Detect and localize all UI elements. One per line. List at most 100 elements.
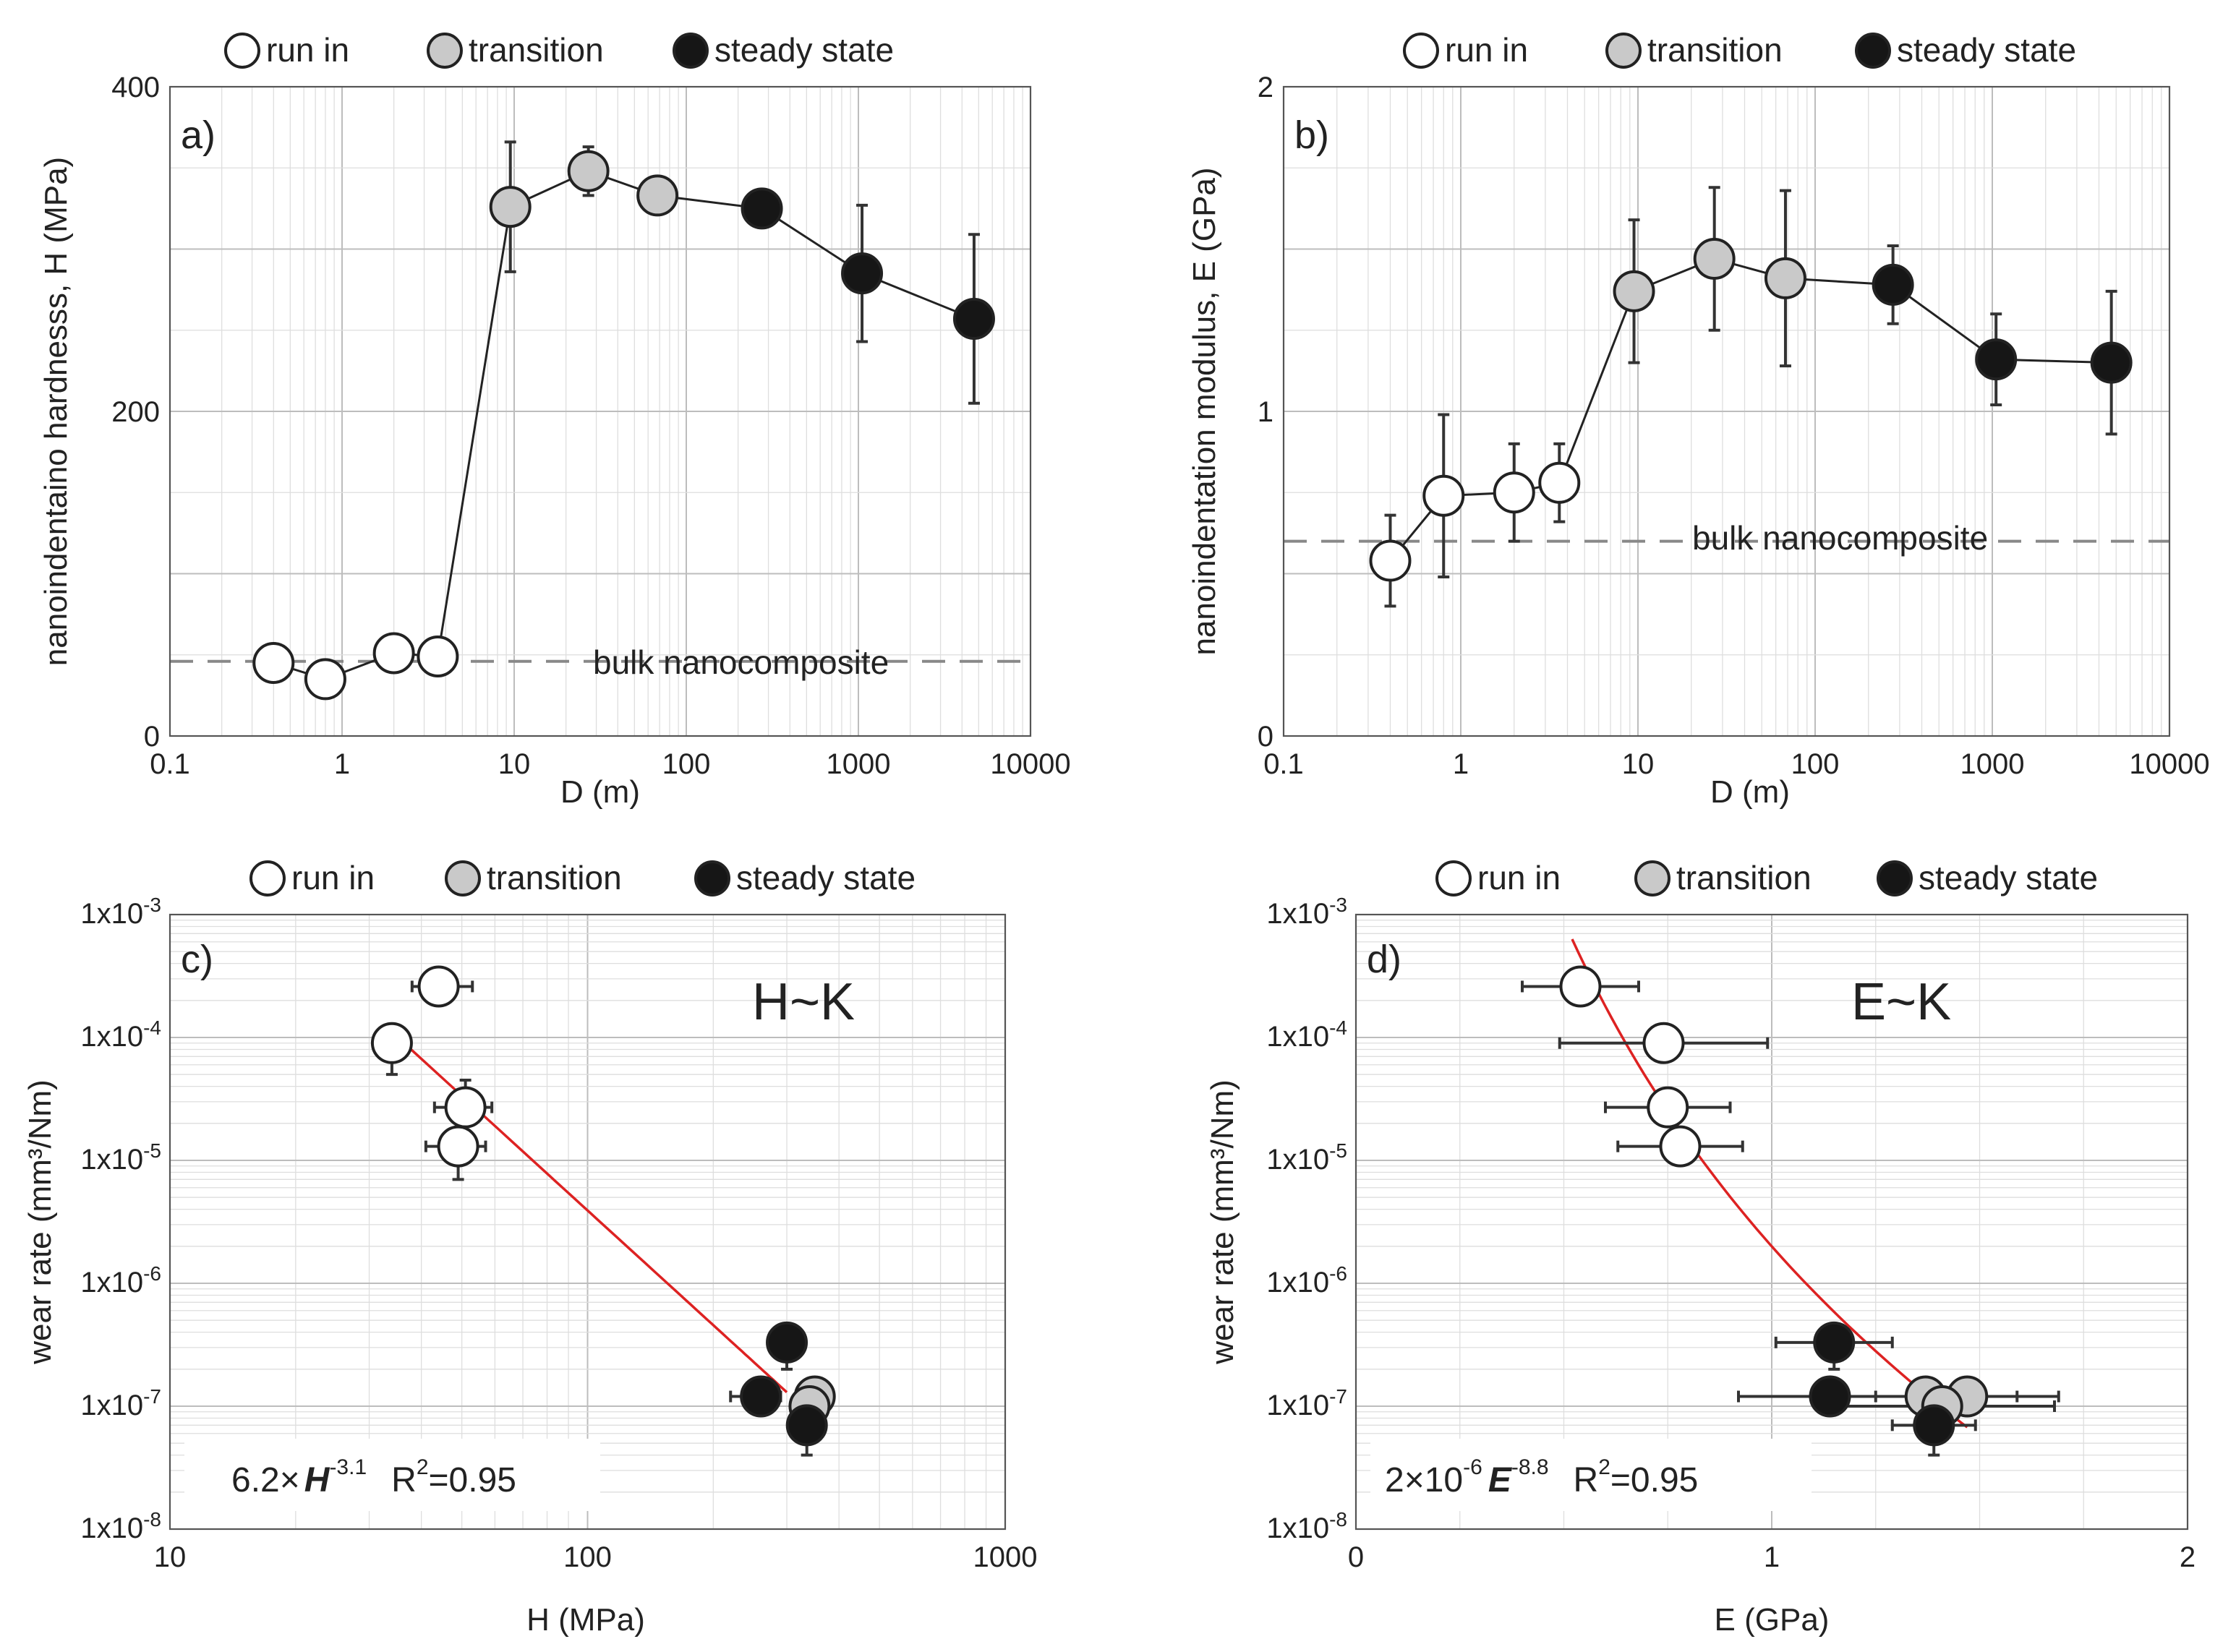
x-tick-label: 1000 [1960, 748, 2025, 780]
y-tick-label: 1x10-7 [1266, 1385, 1347, 1421]
legend-run-in: run in [291, 859, 375, 896]
fit-coef-d: 2×10 [1385, 1461, 1463, 1499]
x-tick-label: 1000 [827, 748, 891, 780]
x-tick-label: 1 [1453, 748, 1469, 780]
x-tick-label: 10 [498, 748, 531, 780]
x-tick-label: 1000 [973, 1541, 1038, 1573]
x-tick-label: 100 [662, 748, 711, 780]
panel-a: 0.1 1 10 100 1000 10000 0 200 400 a) bulk nanoco… [38, 72, 1071, 810]
x-tick-label: 10 [1622, 748, 1655, 780]
data-point-transition [1764, 257, 1806, 299]
x-tick-label: 10000 [990, 748, 1070, 780]
y-axis-title-a: nanoindentaino hardnesss, H (MPa) [38, 157, 74, 666]
panel-d: 0 1 21x10-81x10-71x10-61x10-51x10-41x10-3 … [1205, 894, 2196, 1638]
y-tick-label: 2 [1258, 72, 1273, 103]
legend-steady-state: steady state [714, 31, 894, 69]
legend-c: run in transition steady state [249, 859, 916, 896]
x-tick-label: 0 [1348, 1541, 1364, 1573]
data-point-transition [636, 174, 679, 217]
x-axis-title-a: D (m) [560, 774, 640, 810]
legend-a: run in transition steady state [224, 31, 894, 69]
plot-frame-c [168, 913, 1007, 1531]
legend-transition: transition [1647, 31, 1783, 69]
data-point-run-in [1538, 461, 1581, 504]
y-axis-title-b: nanoindentation modulus, E (GPa) [1187, 167, 1222, 655]
legend-marker-transition [445, 860, 481, 896]
data-point-steady-state [740, 1375, 782, 1418]
data-point-run-in [444, 1086, 487, 1129]
fit-equation-c: 6.2× H-3.1 R2=0.95 [231, 1455, 516, 1499]
y-tick-label: 1 [1258, 396, 1273, 428]
x-tick-label: 1 [1764, 1541, 1780, 1573]
y-tick-label: 200 [111, 396, 160, 428]
x-axis-title-b: D (m) [1710, 774, 1790, 810]
data-point-transition [567, 150, 610, 192]
legend-run-in: run in [266, 31, 349, 69]
y-tick-label: 1x10-6 [1266, 1262, 1347, 1298]
reference-label-b: bulk nanocomposite [1692, 519, 1988, 557]
fit-exp-d: -8.8 [1511, 1455, 1549, 1479]
data-point-transition [1613, 270, 1655, 312]
panel-c: 10 100 1000 1x10-8 1x10-7 1x10-6 1x10-5 1x10-4 1… [22, 894, 1037, 1638]
data-point-run-in [1659, 1125, 1702, 1168]
data-point-run-in [1422, 474, 1465, 517]
y-tick-label: 1x10-4 [1266, 1017, 1347, 1053]
r2-d: R [1574, 1461, 1599, 1499]
y-tick-label: 1x10-8 [1266, 1508, 1347, 1544]
data-point-transition [489, 186, 532, 228]
fit-equation-d: 2×10-6 E-8.8 R2=0.95 [1385, 1455, 1698, 1499]
y-tick-label: 1x10-7 [80, 1385, 161, 1421]
data-point-steady-state [1913, 1404, 1955, 1447]
reference-label-a: bulk nanocomposite [593, 643, 889, 681]
legend-transition: transition [469, 31, 604, 69]
data-point-run-in [372, 632, 415, 675]
panel-label-b: b) [1294, 114, 1329, 157]
x-tick-label: 100 [1791, 748, 1840, 780]
annotation-d: E~K [1851, 973, 1951, 1031]
data-point-steady-state [952, 298, 995, 341]
fit-exp-c: -3.1 [329, 1455, 367, 1479]
x-axis-title-d: E (GPa) [1715, 1602, 1830, 1638]
fit-curve [396, 1035, 788, 1393]
legend-marker-steady-state [1855, 33, 1891, 69]
data-point-run-in [1642, 1022, 1685, 1064]
panel-label-c: c) [181, 938, 213, 981]
data-point-run-in [1493, 471, 1535, 514]
legend-b: run in transition steady state [1403, 31, 2076, 69]
legend-transition: transition [1676, 859, 1812, 896]
series-line [1389, 257, 2112, 562]
legend-marker-run-in [1403, 33, 1439, 69]
data-point-steady-state [766, 1321, 808, 1364]
panel-b: 0.1 1 10 100 1000 10000 0 1 2 b) bulk nanocompos… [1187, 72, 2210, 810]
data-point-steady-state [1809, 1375, 1851, 1418]
fit-curve [1571, 938, 1968, 1429]
y-tick-label: 1x10-3 [1266, 894, 1347, 930]
data-point-steady-state [2090, 341, 2133, 384]
legend-marker-run-in [249, 860, 286, 896]
legend-steady-state: steady state [736, 859, 916, 896]
legend-marker-steady-state [694, 860, 730, 896]
y-tick-label: 400 [111, 72, 160, 103]
fit-label-box-c [184, 1439, 600, 1511]
data-point-run-in [1559, 965, 1602, 1008]
legend-marker-transition [427, 33, 463, 69]
data-point-transition [1693, 237, 1736, 280]
legend-run-in: run in [1445, 31, 1528, 69]
plot-frame-a [168, 85, 1032, 737]
y-tick-label: 1x10-3 [80, 894, 161, 930]
y-tick-label: 1x10-5 [80, 1139, 161, 1176]
y-tick-label: 1x10-5 [1266, 1139, 1347, 1176]
plot-frame-b [1282, 85, 2171, 737]
x-tick-label: 0.1 [1263, 748, 1304, 780]
fit-coef-c: 6.2× [231, 1461, 300, 1499]
r2-c: R [391, 1461, 417, 1499]
fit-var-c: H [304, 1461, 330, 1499]
y-tick-label: 0 [1258, 721, 1273, 753]
legend-marker-run-in [224, 33, 260, 69]
y-tick-label: 0 [144, 721, 160, 753]
x-tick-label: 10 [154, 1541, 187, 1573]
data-point-run-in [252, 641, 295, 684]
fit-label-box-d [1370, 1439, 1812, 1511]
legend-marker-steady-state [1877, 860, 1913, 896]
